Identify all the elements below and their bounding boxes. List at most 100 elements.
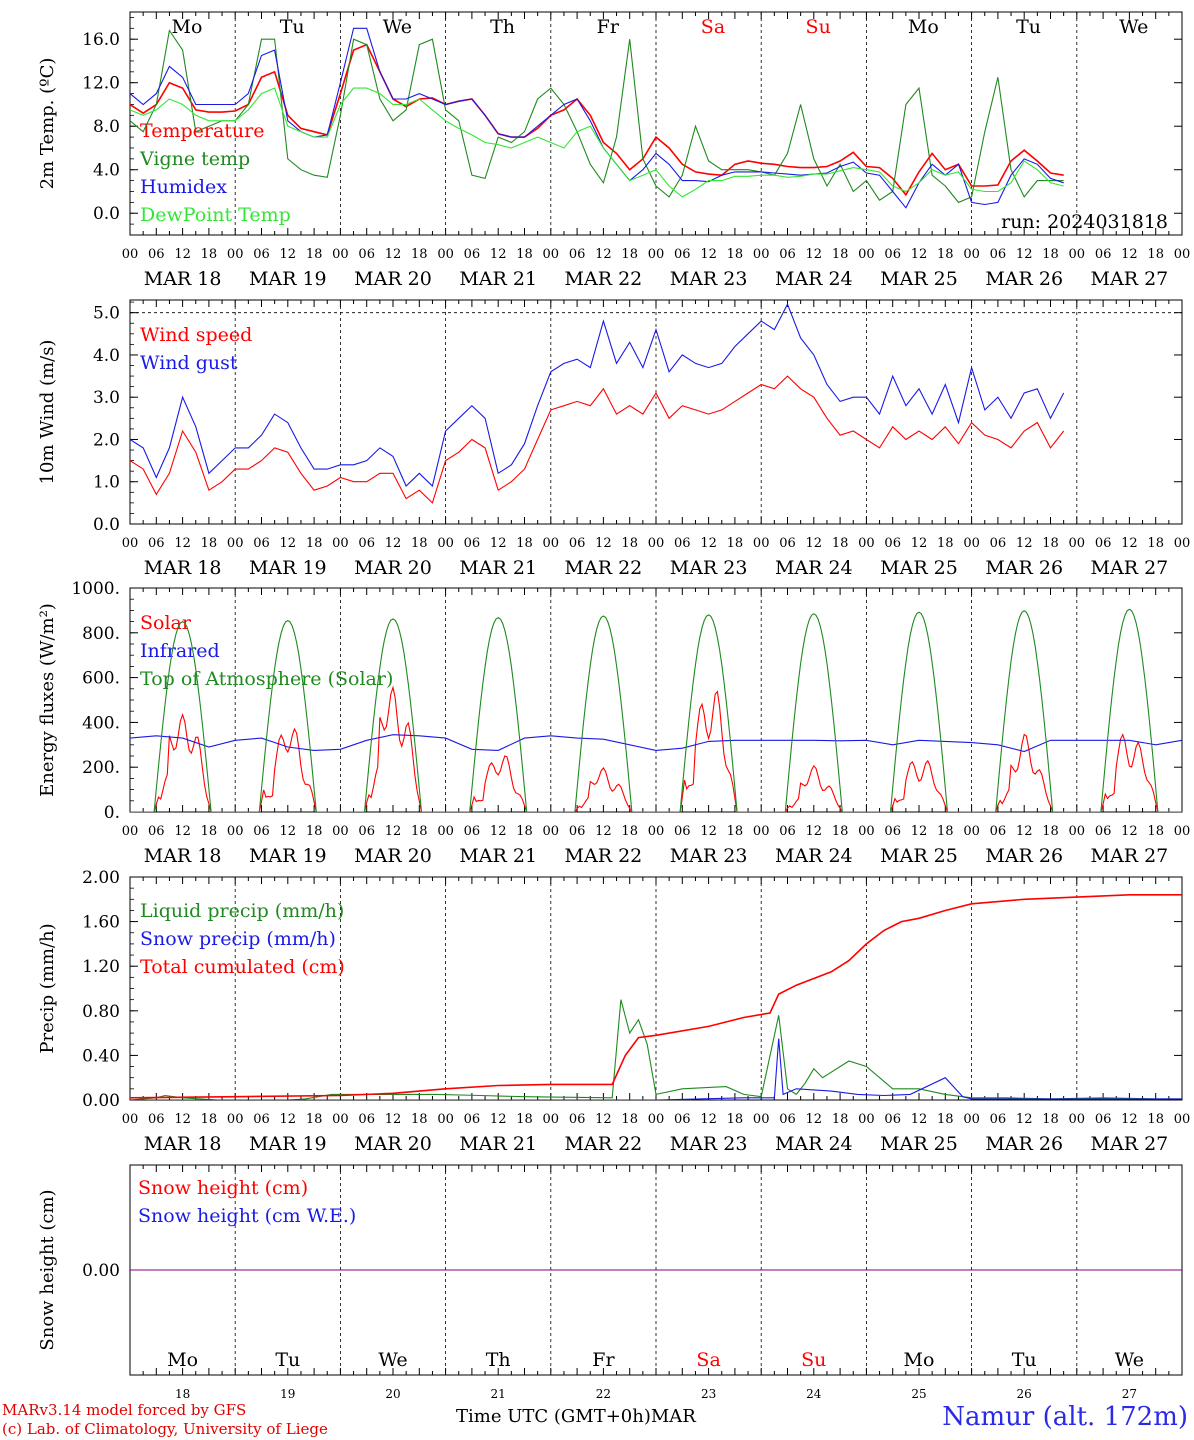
panel-3-hour-label: 00 xyxy=(332,1112,349,1127)
weekday-label-bottom: We xyxy=(378,1349,407,1371)
day-number-label: 19 xyxy=(280,1387,295,1401)
panel-3-hour-label: 18 xyxy=(201,1112,218,1127)
panel-1-hour-label: 06 xyxy=(569,536,586,551)
panel-3-hour-label: 18 xyxy=(1147,1112,1164,1127)
panel-2-hour-label: 00 xyxy=(858,824,875,839)
panel-0-hour-label: 18 xyxy=(201,247,218,262)
panel-3-date-label: MAR 18 xyxy=(144,1133,222,1155)
day-number-label: 20 xyxy=(385,1387,400,1401)
panel-1-hour-label: 12 xyxy=(806,536,823,551)
weekday-label-bottom: Su xyxy=(801,1349,826,1371)
legend-snow-precip-mm-h-: Snow precip (mm/h) xyxy=(140,928,336,950)
day-number-label: 21 xyxy=(491,1387,506,1401)
panel-2-hour-label: 00 xyxy=(963,824,980,839)
panel-1-hour-label: 00 xyxy=(1174,536,1191,551)
panel-0-y-tick-label: 0.0 xyxy=(93,204,120,224)
panel-1-hour-label: 06 xyxy=(779,536,796,551)
weekday-label-bottom: Mo xyxy=(167,1349,198,1371)
weekday-label-top: Su xyxy=(806,16,831,38)
series-line-infrared xyxy=(130,734,1182,753)
panel-2-hour-label: 06 xyxy=(253,824,270,839)
panel-0-date-label: MAR 18 xyxy=(144,268,222,290)
panel-3-date-label: MAR 19 xyxy=(249,1133,327,1155)
panel-1-hour-label: 06 xyxy=(148,536,165,551)
day-number-label: 25 xyxy=(911,1387,926,1401)
panel-3-hour-label: 00 xyxy=(543,1112,560,1127)
weekday-label-bottom: Tu xyxy=(1012,1349,1037,1371)
panel-2-hour-label: 12 xyxy=(700,824,717,839)
panel-3-hour-label: 00 xyxy=(1174,1112,1191,1127)
panel-1-date-label: MAR 25 xyxy=(880,557,958,579)
panel-3-hour-label: 00 xyxy=(648,1112,665,1127)
panel-2-hour-label: 06 xyxy=(358,824,375,839)
legend-wind-speed: Wind speed xyxy=(140,324,252,346)
panel-3-hour-label: 18 xyxy=(306,1112,323,1127)
panel-2-hour-label: 12 xyxy=(911,824,928,839)
legend-dewpoint-temp: DewPoint Temp xyxy=(140,204,291,226)
panel-2-hour-label: 12 xyxy=(490,824,507,839)
panel-2-hour-label: 00 xyxy=(543,824,560,839)
panel-2-hour-label: 06 xyxy=(569,824,586,839)
panel-1-hour-label: 12 xyxy=(700,536,717,551)
panel-0-hour-label: 12 xyxy=(280,247,297,262)
legend-snow-height-cm-w-e-: Snow height (cm W.E.) xyxy=(138,1205,356,1227)
credit-line-2: (c) Lab. of Climatology, University of L… xyxy=(2,1420,328,1438)
panel-0-hour-label: 06 xyxy=(884,247,901,262)
weekday-label-top: We xyxy=(383,16,412,38)
panel-0-hour-label: 06 xyxy=(148,247,165,262)
panel-1-hour-label: 06 xyxy=(990,536,1007,551)
panel-0-hour-label: 18 xyxy=(306,247,323,262)
panel-2-y-tick-label: 1000. xyxy=(71,579,120,599)
panel-2-y-tick-label: 800. xyxy=(82,624,120,644)
panel-1-date-label: MAR 18 xyxy=(144,557,222,579)
day-number-label: 23 xyxy=(701,1387,716,1401)
run-annotation: run: 2024031818 xyxy=(1001,211,1168,233)
credit-line-1: MARv3.14 model forced by GFS xyxy=(2,1401,247,1419)
panel-0-hour-label: 12 xyxy=(174,247,191,262)
panel-2-hour-label: 18 xyxy=(201,824,218,839)
panel-2-hour-label: 12 xyxy=(595,824,612,839)
series-line-humidex xyxy=(130,27,1064,209)
panel-3-hour-label: 00 xyxy=(858,1112,875,1127)
panel-3-date-label: MAR 25 xyxy=(880,1133,958,1155)
panel-1-y-tick-label: 5.0 xyxy=(93,304,120,324)
weekday-label-bottom: Sa xyxy=(696,1349,720,1371)
panel-3-hour-label: 06 xyxy=(990,1112,1007,1127)
panel-0-hour-label: 18 xyxy=(727,247,744,262)
panel-1-hour-label: 06 xyxy=(1095,536,1112,551)
panel-0-date-label: MAR 20 xyxy=(354,268,432,290)
panel-1-date-label: MAR 22 xyxy=(565,557,643,579)
series-line-liquid-precip-mm-h- xyxy=(130,999,1182,1100)
panel-0-hour-label: 18 xyxy=(832,247,849,262)
weekday-label-top: Mo xyxy=(908,16,939,38)
panel-2-y-label: Energy fluxes (W/m²) xyxy=(37,603,58,797)
panel-3-date-label: MAR 26 xyxy=(985,1133,1063,1155)
panel-1-hour-label: 06 xyxy=(674,536,691,551)
x-axis-title-text: Time UTC (GMT+0h) xyxy=(456,1406,651,1427)
legend-wind-gust: Wind gust xyxy=(140,352,238,374)
panel-0-hour-label: 00 xyxy=(227,247,244,262)
panel-0-hour-label: 18 xyxy=(937,247,954,262)
panel-2-date-label: MAR 27 xyxy=(1091,845,1169,867)
panel-2-hour-label: 06 xyxy=(148,824,165,839)
panel-2-hour-label: 18 xyxy=(306,824,323,839)
panel-1-hour-label: 12 xyxy=(174,536,191,551)
series-line-vigne-temp xyxy=(130,29,1064,204)
panel-3-hour-label: 00 xyxy=(1069,1112,1086,1127)
panel-2-hour-label: 18 xyxy=(411,824,428,839)
panel-3-hour-label: 12 xyxy=(806,1112,823,1127)
panel-0-hour-label: 00 xyxy=(1069,247,1086,262)
panel-0-hour-label: 18 xyxy=(516,247,533,262)
legend-infrared: Infrared xyxy=(140,640,220,662)
panel-0-hour-label: 00 xyxy=(437,247,454,262)
panel-3-hour-label: 06 xyxy=(464,1112,481,1127)
panel-2-hour-label: 00 xyxy=(1069,824,1086,839)
panel-0-hour-label: 12 xyxy=(385,247,402,262)
panel-0-hour-label: 18 xyxy=(1147,247,1164,262)
panel-3-hour-label: 06 xyxy=(674,1112,691,1127)
panel-1-hour-label: 12 xyxy=(1016,536,1033,551)
weekday-label-top: Sa xyxy=(701,16,725,38)
panel-0-hour-label: 00 xyxy=(963,247,980,262)
panel-2-date-label: MAR 23 xyxy=(670,845,748,867)
panel-3-y-tick-label: 1.20 xyxy=(82,957,120,977)
